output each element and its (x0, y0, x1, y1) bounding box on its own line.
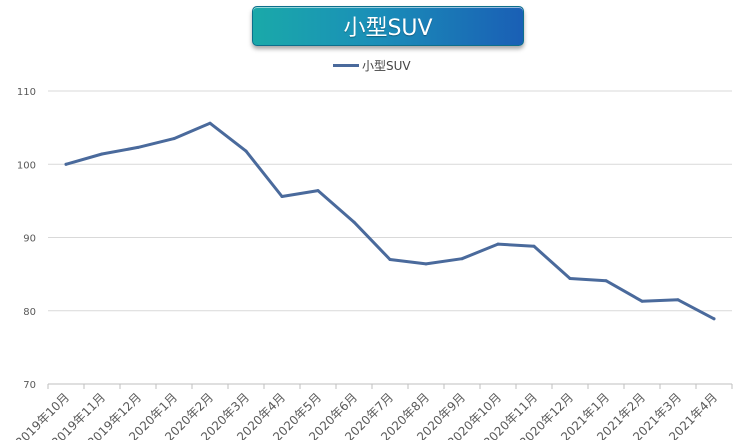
legend-label: 小型SUV (362, 59, 411, 73)
y-tick-label: 100 (17, 160, 36, 171)
data-point (604, 279, 608, 283)
data-point (172, 137, 176, 141)
data-point (568, 277, 572, 281)
data-point (244, 149, 248, 153)
data-point (208, 121, 212, 125)
data-point (460, 257, 464, 261)
data-point (496, 242, 500, 246)
data-point (532, 244, 536, 248)
legend: 小型SUV (333, 57, 411, 74)
data-point (640, 299, 644, 303)
data-point (64, 162, 68, 166)
series-line (64, 121, 716, 321)
data-point (136, 145, 140, 149)
data-point (352, 220, 356, 224)
data-point (388, 257, 392, 261)
y-tick-label: 110 (17, 87, 36, 98)
data-point (676, 298, 680, 302)
legend-swatch (333, 64, 359, 67)
y-tick-label: 90 (23, 234, 36, 245)
chart-title-box: 小型SUV (252, 6, 524, 46)
chart-title: 小型SUV (343, 16, 433, 41)
data-point (316, 189, 320, 193)
data-point (424, 262, 428, 266)
y-tick-label: 80 (23, 307, 36, 318)
data-point (100, 152, 104, 156)
y-tick-label: 70 (23, 380, 36, 391)
data-point (280, 194, 284, 198)
data-point (712, 317, 716, 321)
